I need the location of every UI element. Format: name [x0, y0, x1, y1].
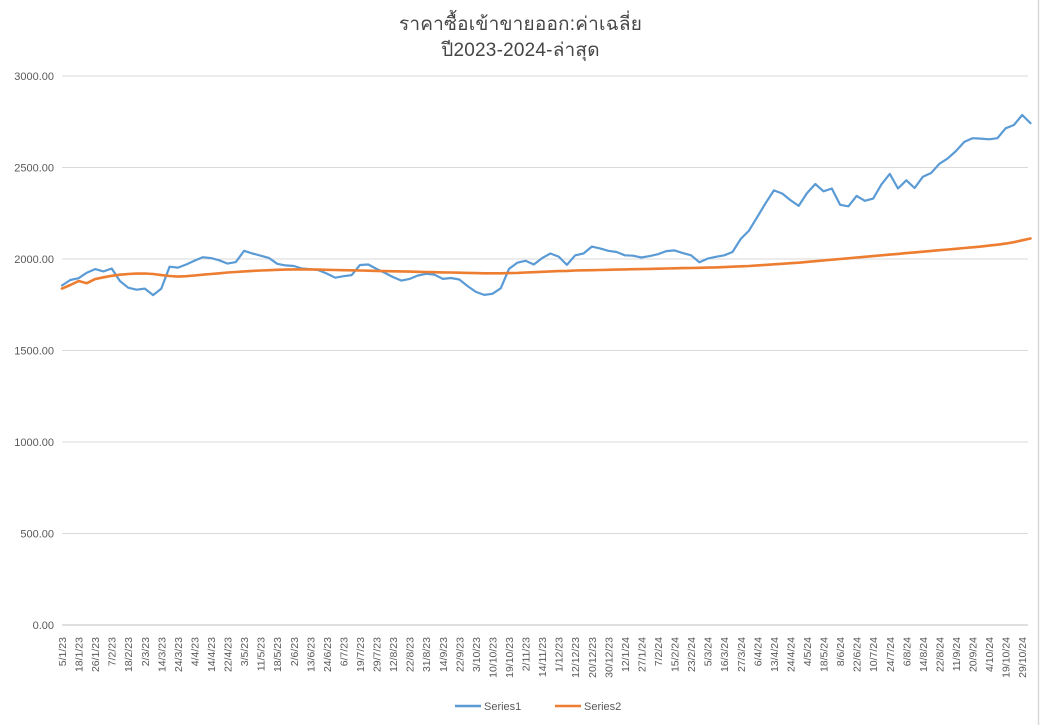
y-tick-label: 1500.00 [14, 346, 54, 358]
x-tick-label: 27/1/24 [636, 637, 648, 672]
x-tick-label: 11/9/24 [951, 637, 963, 671]
x-tick-label: 18/5/24 [819, 637, 831, 672]
x-tick-label: 2/3/23 [140, 637, 152, 666]
y-tick-label: 500.00 [20, 529, 54, 541]
x-tick-label: 22/6/24 [852, 637, 864, 672]
x-tick-label: 26/1/23 [90, 637, 102, 672]
chart-title-line2: ปี2023-2024-ล่าสุด [441, 40, 600, 61]
x-tick-label: 2/6/23 [289, 637, 301, 666]
series-lines [60, 113, 1032, 297]
gridlines [62, 75, 1028, 534]
axes [62, 0, 1040, 725]
x-tick-label: 24/4/24 [785, 637, 797, 672]
x-tick-label: 24/3/23 [173, 637, 185, 672]
x-tick-label: 10/7/24 [868, 637, 880, 672]
x-tick-label: 10/10/23 [487, 637, 499, 678]
y-tick-label: 2000.00 [14, 254, 54, 266]
x-tick-label: 19/7/23 [355, 637, 367, 672]
legend-label-series2: Series2 [584, 701, 621, 713]
chart-title: ราคาซื้อเข้าขายออก:ค่าเฉลี่ย ปี2023-2024… [0, 12, 1041, 64]
x-tick-label: 7/2/24 [653, 637, 665, 666]
x-tick-label: 29/7/23 [372, 637, 384, 672]
x-tick-label: 13/4/24 [769, 637, 781, 672]
x-tick-label: 5/1/23 [57, 637, 69, 666]
x-tick-label: 27/3/24 [736, 637, 748, 672]
x-tick-label: 4/4/23 [189, 637, 201, 666]
x-tick-label: 15/2/24 [670, 637, 682, 672]
x-tick-label: 14/4/23 [206, 637, 218, 672]
x-tick-label: 12/1/24 [620, 637, 632, 672]
x-tick-label: 8/6/24 [835, 637, 847, 666]
x-tick-label: 6/4/24 [752, 637, 764, 666]
series-line-series1 [60, 113, 1032, 297]
y-tick-label: 0.00 [33, 620, 54, 632]
x-tick-label: 3/5/23 [239, 637, 251, 666]
y-axis-labels: 0.00 500.00 1000.00 1500.00 2000.00 2500.00 30… [14, 71, 54, 632]
x-tick-label: 6/7/23 [338, 637, 350, 666]
x-tick-label: 30/12/23 [603, 637, 615, 678]
x-tick-label: 14/11/23 [537, 637, 549, 677]
x-tick-label: 23/2/24 [686, 637, 698, 672]
x-tick-label: 7/2/23 [107, 637, 119, 666]
x-tick-label: 4/5/24 [802, 637, 814, 666]
x-tick-label: 18/1/23 [74, 637, 86, 672]
x-tick-label: 2/11/23 [521, 637, 533, 671]
x-tick-label: 14/3/23 [156, 637, 168, 672]
x-tick-label: 18/5/23 [272, 637, 284, 672]
x-tick-label: 22/8/23 [405, 637, 417, 672]
x-tick-label: 19/10/23 [504, 637, 516, 678]
legend-label-series1: Series1 [484, 701, 521, 713]
x-tick-label: 24/6/23 [322, 637, 334, 672]
x-tick-label: 24/7/24 [885, 637, 897, 672]
y-tick-label: 1000.00 [14, 437, 54, 449]
x-tick-label: 16/3/24 [719, 637, 731, 672]
x-tick-label: 1/12/23 [554, 637, 566, 672]
x-tick-label: 3/10/23 [471, 637, 483, 672]
x-tick-label: 11/5/23 [256, 637, 268, 671]
x-tick-label: 20/9/24 [968, 637, 980, 672]
x-tick-label: 22/9/23 [454, 637, 466, 672]
x-tick-label: 12/12/23 [570, 637, 582, 678]
x-axis-labels: 5/1/23 18/1/23 26/1/23 7/2/23 18/2/23 2/3/23 1… [57, 637, 1029, 678]
x-tick-label: 29/10/24 [1017, 637, 1029, 678]
y-tick-label: 2500.00 [14, 163, 54, 175]
chart-title-line1: ราคาซื้อเข้าขายออก:ค่าเฉลี่ย [398, 14, 643, 35]
x-tick-label: 14/8/24 [918, 637, 930, 672]
x-tick-label: 6/8/24 [901, 637, 913, 666]
x-tick-label: 4/10/24 [984, 637, 996, 672]
x-tick-label: 5/3/24 [703, 637, 715, 666]
x-tick-label: 19/10/24 [1001, 637, 1013, 678]
x-tick-label: 22/4/23 [223, 637, 235, 672]
legend: Series1 Series2 [455, 701, 621, 713]
x-tick-label: 18/2/23 [123, 637, 135, 672]
x-tick-label: 12/8/23 [388, 637, 400, 672]
x-tick-label: 14/9/23 [438, 637, 450, 672]
x-tick-label: 13/6/23 [305, 637, 317, 672]
y-tick-label: 3000.00 [14, 71, 54, 83]
x-tick-label: 20/12/23 [587, 637, 599, 678]
x-tick-label: 22/8/24 [934, 637, 946, 672]
series-line-series2 [60, 237, 1032, 290]
x-tick-label: 31/8/23 [421, 637, 433, 672]
